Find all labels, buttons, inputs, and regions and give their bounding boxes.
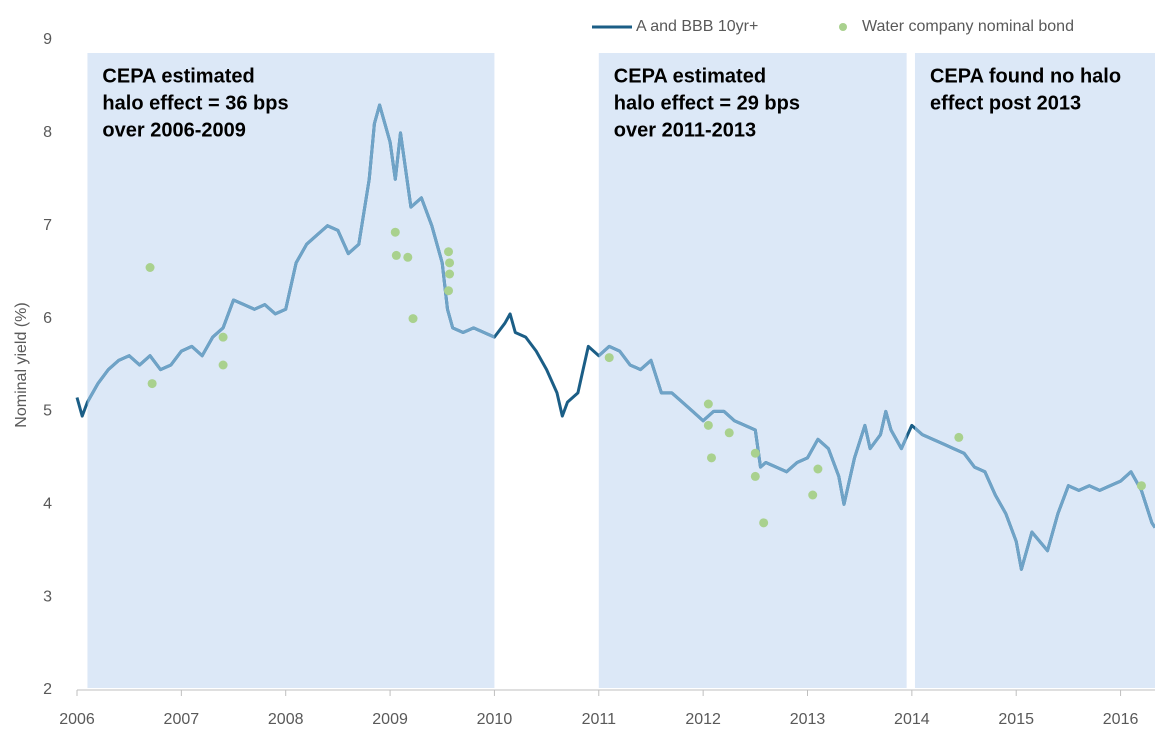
scatter-point xyxy=(813,464,823,474)
x-tick-label: 2010 xyxy=(477,711,513,728)
x-tick-label: 2014 xyxy=(894,711,930,728)
scatter-point xyxy=(391,250,401,260)
scatter-point xyxy=(750,471,760,481)
scatter-point xyxy=(147,379,157,389)
x-tick-label: 2009 xyxy=(372,711,408,728)
legend-label: A and BBB 10yr+ xyxy=(636,18,758,35)
scatter-point xyxy=(604,353,614,363)
scatter-point xyxy=(218,360,228,370)
scatter-point xyxy=(808,490,818,500)
scatter-point xyxy=(444,247,454,257)
scatter-point xyxy=(703,399,713,409)
y-tick-label: 9 xyxy=(43,31,52,48)
y-tick-label: 8 xyxy=(43,124,52,141)
shaded-region xyxy=(914,53,1155,688)
y-tick-label: 5 xyxy=(43,403,52,420)
region-annotation: halo effect = 29 bps xyxy=(614,92,800,114)
y-tick-label: 7 xyxy=(43,217,52,234)
x-tick-label: 2006 xyxy=(59,711,95,728)
legend-swatch xyxy=(839,23,847,31)
region-annotation: CEPA found no halo xyxy=(930,65,1121,87)
scatter-point xyxy=(750,448,760,458)
scatter-point xyxy=(218,332,228,342)
y-tick-label: 2 xyxy=(43,681,52,698)
scatter-point xyxy=(444,286,454,296)
scatter-point xyxy=(724,428,734,438)
x-tick-label: 2013 xyxy=(790,711,826,728)
x-tick-label: 2012 xyxy=(685,711,721,728)
region-annotation: effect post 2013 xyxy=(930,92,1081,114)
x-tick-label: 2015 xyxy=(998,711,1034,728)
y-tick-label: 3 xyxy=(43,588,52,605)
scatter-point xyxy=(954,432,964,442)
region-annotation: CEPA estimated xyxy=(614,65,766,87)
scatter-point xyxy=(403,252,413,262)
scatter-point xyxy=(706,453,716,463)
region-annotation: CEPA estimated xyxy=(102,65,254,87)
scatter-point xyxy=(145,263,155,272)
x-tick-label: 2007 xyxy=(164,711,200,728)
x-tick-label: 2011 xyxy=(582,711,617,728)
scatter-point xyxy=(1136,481,1146,491)
shaded-region xyxy=(598,53,907,688)
region-annotation: over 2006-2009 xyxy=(102,119,245,141)
region-annotation: over 2011-2013 xyxy=(614,119,756,141)
y-tick-label: 6 xyxy=(43,310,52,327)
legend-label: Water company nominal bond xyxy=(862,18,1074,35)
x-tick-label: 2016 xyxy=(1103,711,1139,728)
scatter-point xyxy=(703,420,713,430)
scatter-point xyxy=(445,258,455,268)
x-tick-label: 2008 xyxy=(268,711,304,728)
region-annotation: halo effect = 36 bps xyxy=(102,92,288,114)
scatter-point xyxy=(445,269,455,279)
scatter-point xyxy=(759,518,769,528)
scatter-point xyxy=(408,314,418,324)
scatter-point xyxy=(390,227,400,237)
shaded-region xyxy=(87,53,495,688)
y-tick-label: 4 xyxy=(43,496,52,513)
y-axis-label: Nominal yield (%) xyxy=(13,302,30,427)
